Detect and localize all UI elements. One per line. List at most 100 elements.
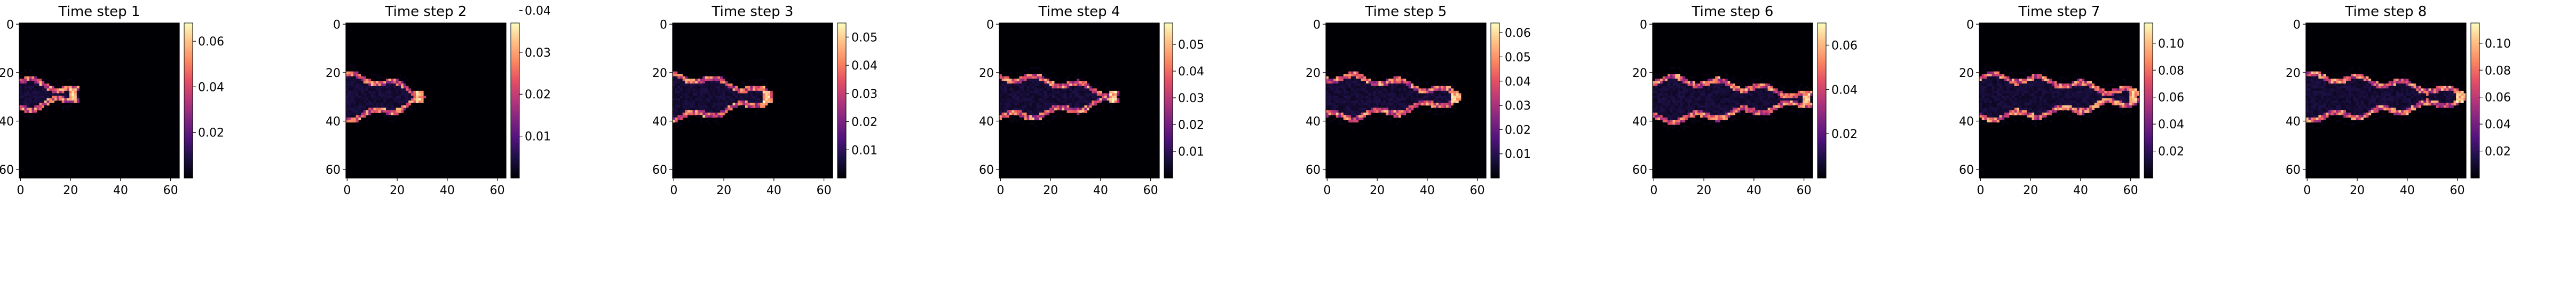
- colorbar-tick-label: 0.03: [1505, 99, 1531, 113]
- colorbar: [184, 22, 193, 179]
- y-tick-label: 0: [1313, 18, 1321, 32]
- colorbar-tick-label: 0.05: [1505, 51, 1531, 64]
- subplot-title: Time step 8: [2345, 4, 2427, 20]
- x-tick-label: 20: [1370, 184, 1385, 197]
- subplot-time-step-2: Time step 20 20 40 6002040600.010.020.030.0…: [326, 4, 551, 197]
- colorbar-tick-label: 0.01: [1505, 148, 1531, 161]
- x-tick-label: 60: [1143, 184, 1158, 197]
- y-tick-label: 20: [652, 67, 667, 80]
- x-tick-label: 0: [997, 184, 1004, 197]
- colorbar-tick-label: 0.02: [525, 88, 551, 102]
- axes-frame: [1325, 22, 1487, 179]
- x-tick-label: 40: [440, 184, 455, 197]
- y-tick-label: 60: [1306, 164, 1321, 177]
- axes-frame: [1979, 22, 2140, 179]
- x-tick-label: 40: [1420, 184, 1435, 197]
- colorbar-tick-label: 0.05: [851, 31, 878, 44]
- x-tick-label: 20: [1696, 184, 1711, 197]
- x-tick-label: 40: [767, 184, 781, 197]
- x-tick-label: 20: [1043, 184, 1058, 197]
- y-tick-label: 0: [1640, 18, 1647, 32]
- y-tick-label: 0: [333, 18, 341, 32]
- y-tick-label: 20: [1306, 67, 1321, 80]
- y-tick-label: 40: [326, 115, 341, 129]
- y-tick-label: 20: [979, 67, 994, 80]
- heatmap-cells: [346, 64, 426, 128]
- x-tick-label: 60: [163, 184, 178, 197]
- colorbar-tick-label: 0.03: [1178, 92, 1204, 105]
- colorbar-tick-label: 0.04: [851, 59, 878, 73]
- heatmap-cells: [1979, 66, 2140, 128]
- x-tick-label: 60: [817, 184, 832, 197]
- y-tick-label: 60: [2286, 164, 2301, 177]
- subplot-time-step-7: Time step 70 20 40 6002040600.020.040.060.0…: [1959, 4, 2184, 197]
- colorbar-tick-label: 0.05: [1178, 38, 1204, 52]
- colorbar-tick-label: 0.06: [2158, 91, 2184, 105]
- colorbar-tick-label: 0.01: [525, 130, 551, 144]
- y-tick-label: 60: [1632, 164, 1647, 177]
- heatmap-cells: [2306, 64, 2467, 130]
- y-tick-label: 20: [2286, 67, 2301, 80]
- colorbar-tick-label: 0.04: [2158, 118, 2184, 132]
- colorbar: [2470, 22, 2480, 179]
- y-tick-label: 20: [1959, 67, 1974, 80]
- x-tick-label: 20: [716, 184, 731, 197]
- y-tick-label: 40: [652, 115, 667, 129]
- x-tick-label: 0: [1977, 184, 1984, 197]
- x-tick-label: 40: [1093, 184, 1108, 197]
- y-tick-label: 60: [326, 164, 341, 177]
- y-tick-label: 0: [1966, 18, 1974, 32]
- axes-frame: [999, 22, 1160, 179]
- colorbar-tick-label: 0.04: [2485, 118, 2511, 132]
- subplot-time-step-5: Time step 50 20 40 6002040600.010.020.030.0…: [1306, 4, 1531, 197]
- heatmap-cells: [1326, 64, 1461, 130]
- x-tick-label: 40: [1747, 184, 1761, 197]
- subplot-time-step-4: Time step 40 20 40 6002040600.010.020.030.0…: [979, 4, 1204, 197]
- colorbar-tick-label: 0.08: [2485, 64, 2511, 78]
- axes-frame: [2305, 22, 2467, 179]
- colorbar-tick-label: 0.01: [1178, 145, 1204, 159]
- x-tick-label: 0: [2303, 184, 2311, 197]
- colorbar-tick-label: 0.06: [2485, 91, 2511, 105]
- subplot-title: Time step 1: [58, 4, 140, 20]
- colorbar-tick-label: 0.03: [851, 88, 878, 101]
- x-tick-label: 60: [490, 184, 505, 197]
- subplot-title: Time step 6: [1692, 4, 1774, 20]
- colorbar-tick-label: 0.04: [1505, 75, 1531, 89]
- colorbar-tick-label: 0.08: [2158, 64, 2184, 78]
- x-tick-label: 40: [2073, 184, 2088, 197]
- colorbar-tick-label: 0.04: [1178, 65, 1204, 79]
- y-tick-label: 60: [652, 164, 667, 177]
- x-tick-label: 40: [2400, 184, 2415, 197]
- y-tick-label: 60: [0, 164, 14, 177]
- x-tick-label: 0: [17, 184, 24, 197]
- y-tick-label: 40: [2286, 115, 2301, 129]
- x-tick-label: 20: [390, 184, 405, 197]
- x-tick-label: 0: [670, 184, 677, 197]
- subplot-title: Time step 4: [1038, 4, 1120, 20]
- x-tick-label: 60: [1797, 184, 1812, 197]
- y-tick-label: 40: [1632, 115, 1647, 129]
- y-tick-label: 40: [1306, 115, 1321, 129]
- colorbar: [837, 22, 847, 179]
- colorbar-tick-label: 0.06: [1831, 39, 1858, 52]
- subplot-title: Time step 2: [385, 4, 467, 20]
- colorbar-tick-label: 0.01: [851, 144, 878, 157]
- colorbar-tick-label: 0.04: [198, 81, 224, 94]
- colorbar-tick-label: 0.02: [1831, 128, 1858, 141]
- colorbar: [2144, 22, 2153, 179]
- heatmap-cells: [19, 69, 80, 120]
- colorbar-tick-label: 0.10: [2485, 37, 2511, 51]
- subplot-time-step-8: Time step 80 20 40 6002040600.020.040.060.0…: [2286, 4, 2511, 197]
- colorbar-tick-label: 0.02: [2485, 145, 2511, 159]
- x-tick-label: 0: [1323, 184, 1331, 197]
- y-tick-label: 20: [0, 67, 14, 80]
- colorbar-tick-label: 0.03: [525, 47, 551, 60]
- x-tick-label: 20: [2023, 184, 2038, 197]
- x-tick-label: 0: [1650, 184, 1657, 197]
- y-tick-label: 20: [1632, 67, 1647, 80]
- axes-frame: [19, 22, 180, 179]
